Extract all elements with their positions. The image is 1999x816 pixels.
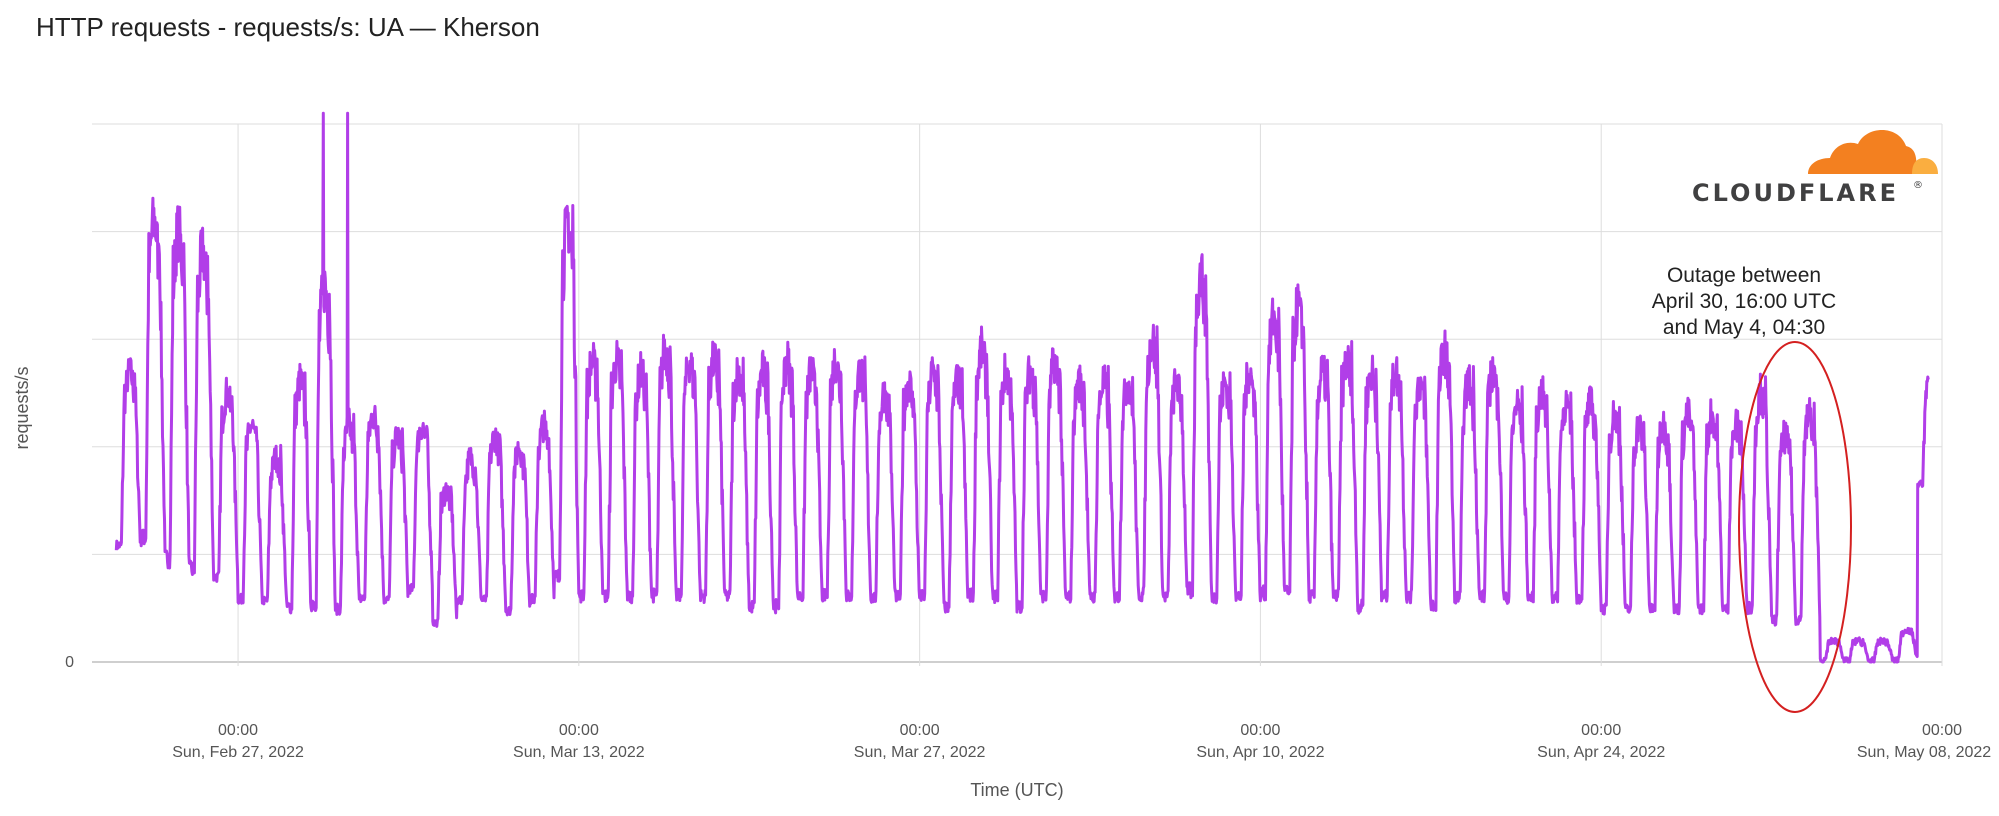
y-axis-ticks: 0 xyxy=(65,654,74,671)
x-tick-time: 00:00 xyxy=(900,722,940,739)
x-tick-date: Sun, May 08, 2022 xyxy=(1857,744,1991,761)
annotation-line-3: and May 4, 04:30 xyxy=(1663,316,1825,339)
annotation-line-1: Outage between xyxy=(1667,264,1821,287)
x-tick-time: 00:00 xyxy=(218,722,258,739)
outage-annotation: Outage between April 30, 16:00 UTC and M… xyxy=(1652,264,1852,713)
x-tick-time: 00:00 xyxy=(1240,722,1280,739)
x-tick-date: Sun, Mar 27, 2022 xyxy=(854,744,986,761)
annotation-line-2: April 30, 16:00 UTC xyxy=(1652,290,1836,313)
cloudflare-logo: CLOUDFLARE ® xyxy=(1692,130,1938,207)
x-axis-ticks: 00:00 Sun, Feb 27, 2022 00:00 Sun, Mar 13, … xyxy=(172,722,1991,761)
x-tick-time: 00:00 xyxy=(1581,722,1621,739)
x-tick-date: Sun, Apr 10, 2022 xyxy=(1196,744,1324,761)
outage-circle xyxy=(1738,341,1852,713)
x-tick-date: Sun, Mar 13, 2022 xyxy=(513,744,645,761)
y-tick-label: 0 xyxy=(65,654,74,671)
x-axis-label: Time (UTC) xyxy=(970,780,1063,800)
x-tick-date: Sun, Apr 24, 2022 xyxy=(1537,744,1665,761)
x-tick-time: 00:00 xyxy=(559,722,599,739)
series-line xyxy=(114,111,1930,664)
x-tick-date: Sun, Feb 27, 2022 xyxy=(172,744,304,761)
trademark-mark: ® xyxy=(1913,180,1923,191)
y-axis-label: requests/s xyxy=(12,366,32,449)
cloud-icon xyxy=(1808,130,1938,174)
x-tick-time: 00:00 xyxy=(1922,722,1962,739)
chart-title: HTTP requests - requests/s: UA — Kherson xyxy=(36,12,540,42)
series-requests xyxy=(114,111,1930,664)
cloudflare-wordmark: CLOUDFLARE xyxy=(1692,179,1899,207)
